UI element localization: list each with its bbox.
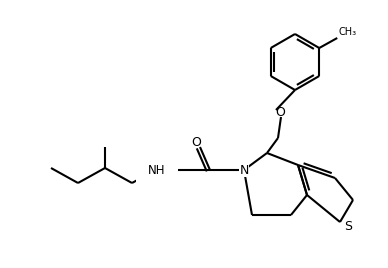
Text: O: O bbox=[191, 136, 201, 150]
Text: N: N bbox=[239, 163, 249, 177]
Text: O: O bbox=[275, 106, 285, 120]
Text: NH: NH bbox=[148, 163, 166, 177]
Text: CH₃: CH₃ bbox=[338, 27, 356, 37]
Text: S: S bbox=[344, 219, 352, 233]
